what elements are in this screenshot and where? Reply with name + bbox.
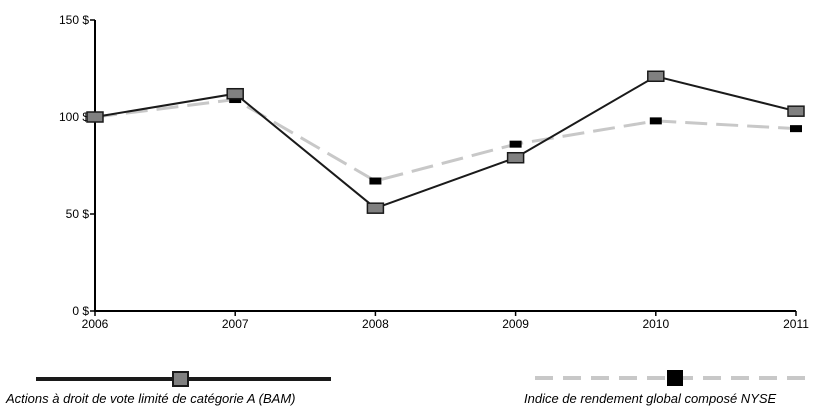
axes bbox=[94, 20, 796, 312]
data-point-bam bbox=[226, 87, 244, 100]
x-tick-label: 2006 bbox=[82, 317, 109, 331]
x-ticks: 2006 2007 2008 2009 2010 2011 bbox=[82, 311, 809, 331]
y-ticks: 0 $ 50 $ 100 $ 150 $ bbox=[59, 13, 95, 318]
legend-marker-bam bbox=[172, 371, 189, 387]
data-point-bam bbox=[787, 105, 805, 117]
x-tick-label: 2011 bbox=[783, 317, 809, 331]
x-tick-label: 2010 bbox=[642, 317, 669, 331]
y-tick-label: 150 $ bbox=[59, 13, 89, 27]
x-tick-label: 2007 bbox=[222, 317, 249, 331]
data-point-nyse bbox=[509, 140, 522, 148]
x-tick-label: 2008 bbox=[362, 317, 389, 331]
y-tick-label: 50 $ bbox=[66, 207, 90, 221]
data-point-nyse bbox=[229, 96, 242, 104]
data-point-nyse bbox=[369, 177, 382, 185]
series-layer bbox=[86, 70, 805, 214]
legend-marker-nyse bbox=[667, 370, 683, 386]
data-point-bam bbox=[506, 151, 525, 164]
y-tick-label: 100 $ bbox=[59, 110, 89, 124]
data-point-bam bbox=[647, 70, 665, 83]
y-tick-label: 0 $ bbox=[72, 304, 89, 318]
legend-label-nyse: Indice de rendement global composé NYSE bbox=[524, 391, 777, 406]
series-line-0 bbox=[94, 75, 797, 210]
data-point-bam bbox=[366, 202, 385, 214]
data-point-nyse bbox=[649, 117, 662, 125]
series-line-1 bbox=[94, 97, 797, 183]
legend-item-nyse: Indice de rendement global composé NYSE bbox=[524, 370, 810, 406]
data-point-nyse bbox=[790, 125, 802, 133]
data-point-bam bbox=[86, 111, 104, 123]
legend-item-bam: Actions à droit de vote limité de catégo… bbox=[5, 371, 331, 406]
legend: Actions à droit de vote limité de catégo… bbox=[5, 370, 810, 406]
x-tick-label: 2009 bbox=[502, 317, 529, 331]
legend-label-bam: Actions à droit de vote limité de catégo… bbox=[5, 391, 296, 406]
